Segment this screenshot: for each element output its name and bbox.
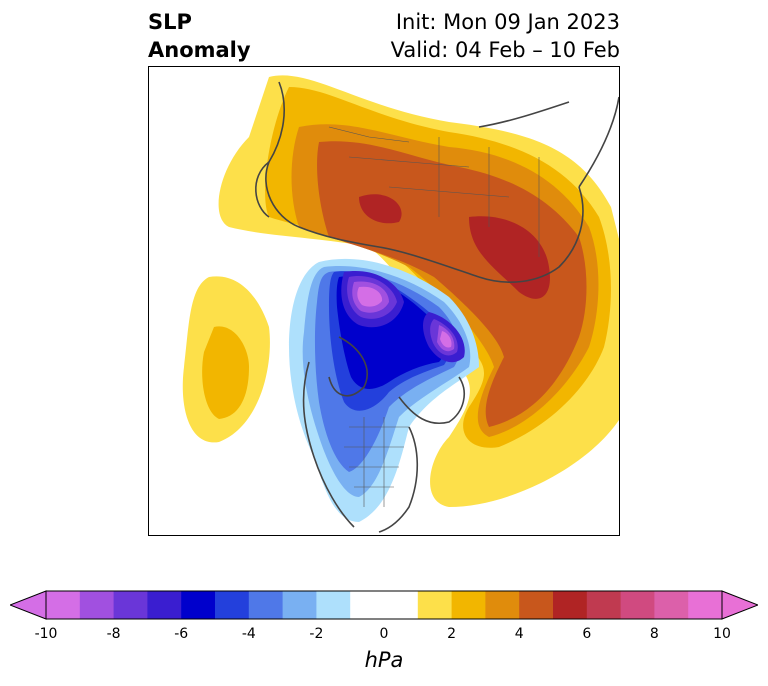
colorbar	[10, 590, 758, 620]
colorbar-swatch	[417, 591, 453, 619]
colorbar-swatch	[485, 591, 520, 619]
colorbar-tick-label: 4	[514, 626, 524, 642]
colorbar-swatch	[248, 591, 284, 619]
colorbar-swatch	[384, 591, 419, 619]
colorbar-swatch	[350, 591, 385, 619]
colorbar-tick-label: 6	[582, 626, 592, 642]
title-line-1: SLP	[148, 10, 192, 34]
colorbar-tick-label: -10	[34, 626, 58, 642]
colorbar-arrow-left	[10, 590, 47, 620]
colorbar-arrow-right	[721, 590, 758, 620]
colorbar-swatch	[451, 591, 486, 619]
title-line-2: Anomaly	[148, 38, 251, 62]
colorbar-swatch	[586, 591, 622, 619]
colorbar-swatch	[553, 591, 588, 619]
colorbar-units: hPa	[364, 648, 404, 672]
colorbar-tick-label: 10	[713, 626, 731, 642]
colorbar-swatch	[282, 591, 317, 619]
forecast-dates: Init: Mon 09 Jan 2023 Valid: 04 Feb – 10…	[391, 8, 620, 64]
map-canvas	[182, 75, 619, 533]
colorbar-swatch	[519, 591, 554, 619]
colorbar-tick-label: 2	[447, 626, 457, 642]
colorbar-swatch	[316, 591, 351, 619]
positive-anomaly-5	[359, 194, 550, 299]
init-date: Init: Mon 09 Jan 2023	[395, 10, 620, 34]
map-title: SLP Anomaly	[148, 8, 251, 64]
anomaly-map	[148, 66, 620, 536]
valid-range: Valid: 04 Feb – 10 Feb	[390, 38, 620, 62]
colorbar-swatch	[688, 591, 723, 619]
pacific-positive-inner	[202, 326, 249, 419]
colorbar-tick-label: -6	[174, 626, 189, 642]
colorbar-swatch	[181, 591, 216, 619]
colorbar-ticks: -10 -8 -6 -4 -2 0 2 4 6 8 10	[0, 626, 768, 646]
colorbar-swatch	[215, 591, 250, 619]
colorbar-swatch	[46, 591, 81, 619]
colorbar-tick-label: -8	[106, 626, 121, 642]
colorbar-swatch	[147, 591, 182, 619]
colorbar-swatch	[113, 591, 148, 619]
coastlines	[255, 81, 619, 533]
negative-anomaly-9	[357, 286, 452, 348]
colorbar-tick-label: 0	[379, 626, 389, 642]
colorbar-border	[45, 590, 723, 620]
colorbar-swatch	[620, 591, 655, 619]
colorbar-tick-label: -2	[309, 626, 324, 642]
borders	[328, 126, 540, 507]
colorbar-tick-label: 8	[649, 626, 659, 642]
colorbar-swatch	[79, 591, 115, 619]
colorbar-swatch	[654, 591, 689, 619]
colorbar-tick-label: -4	[241, 626, 256, 642]
